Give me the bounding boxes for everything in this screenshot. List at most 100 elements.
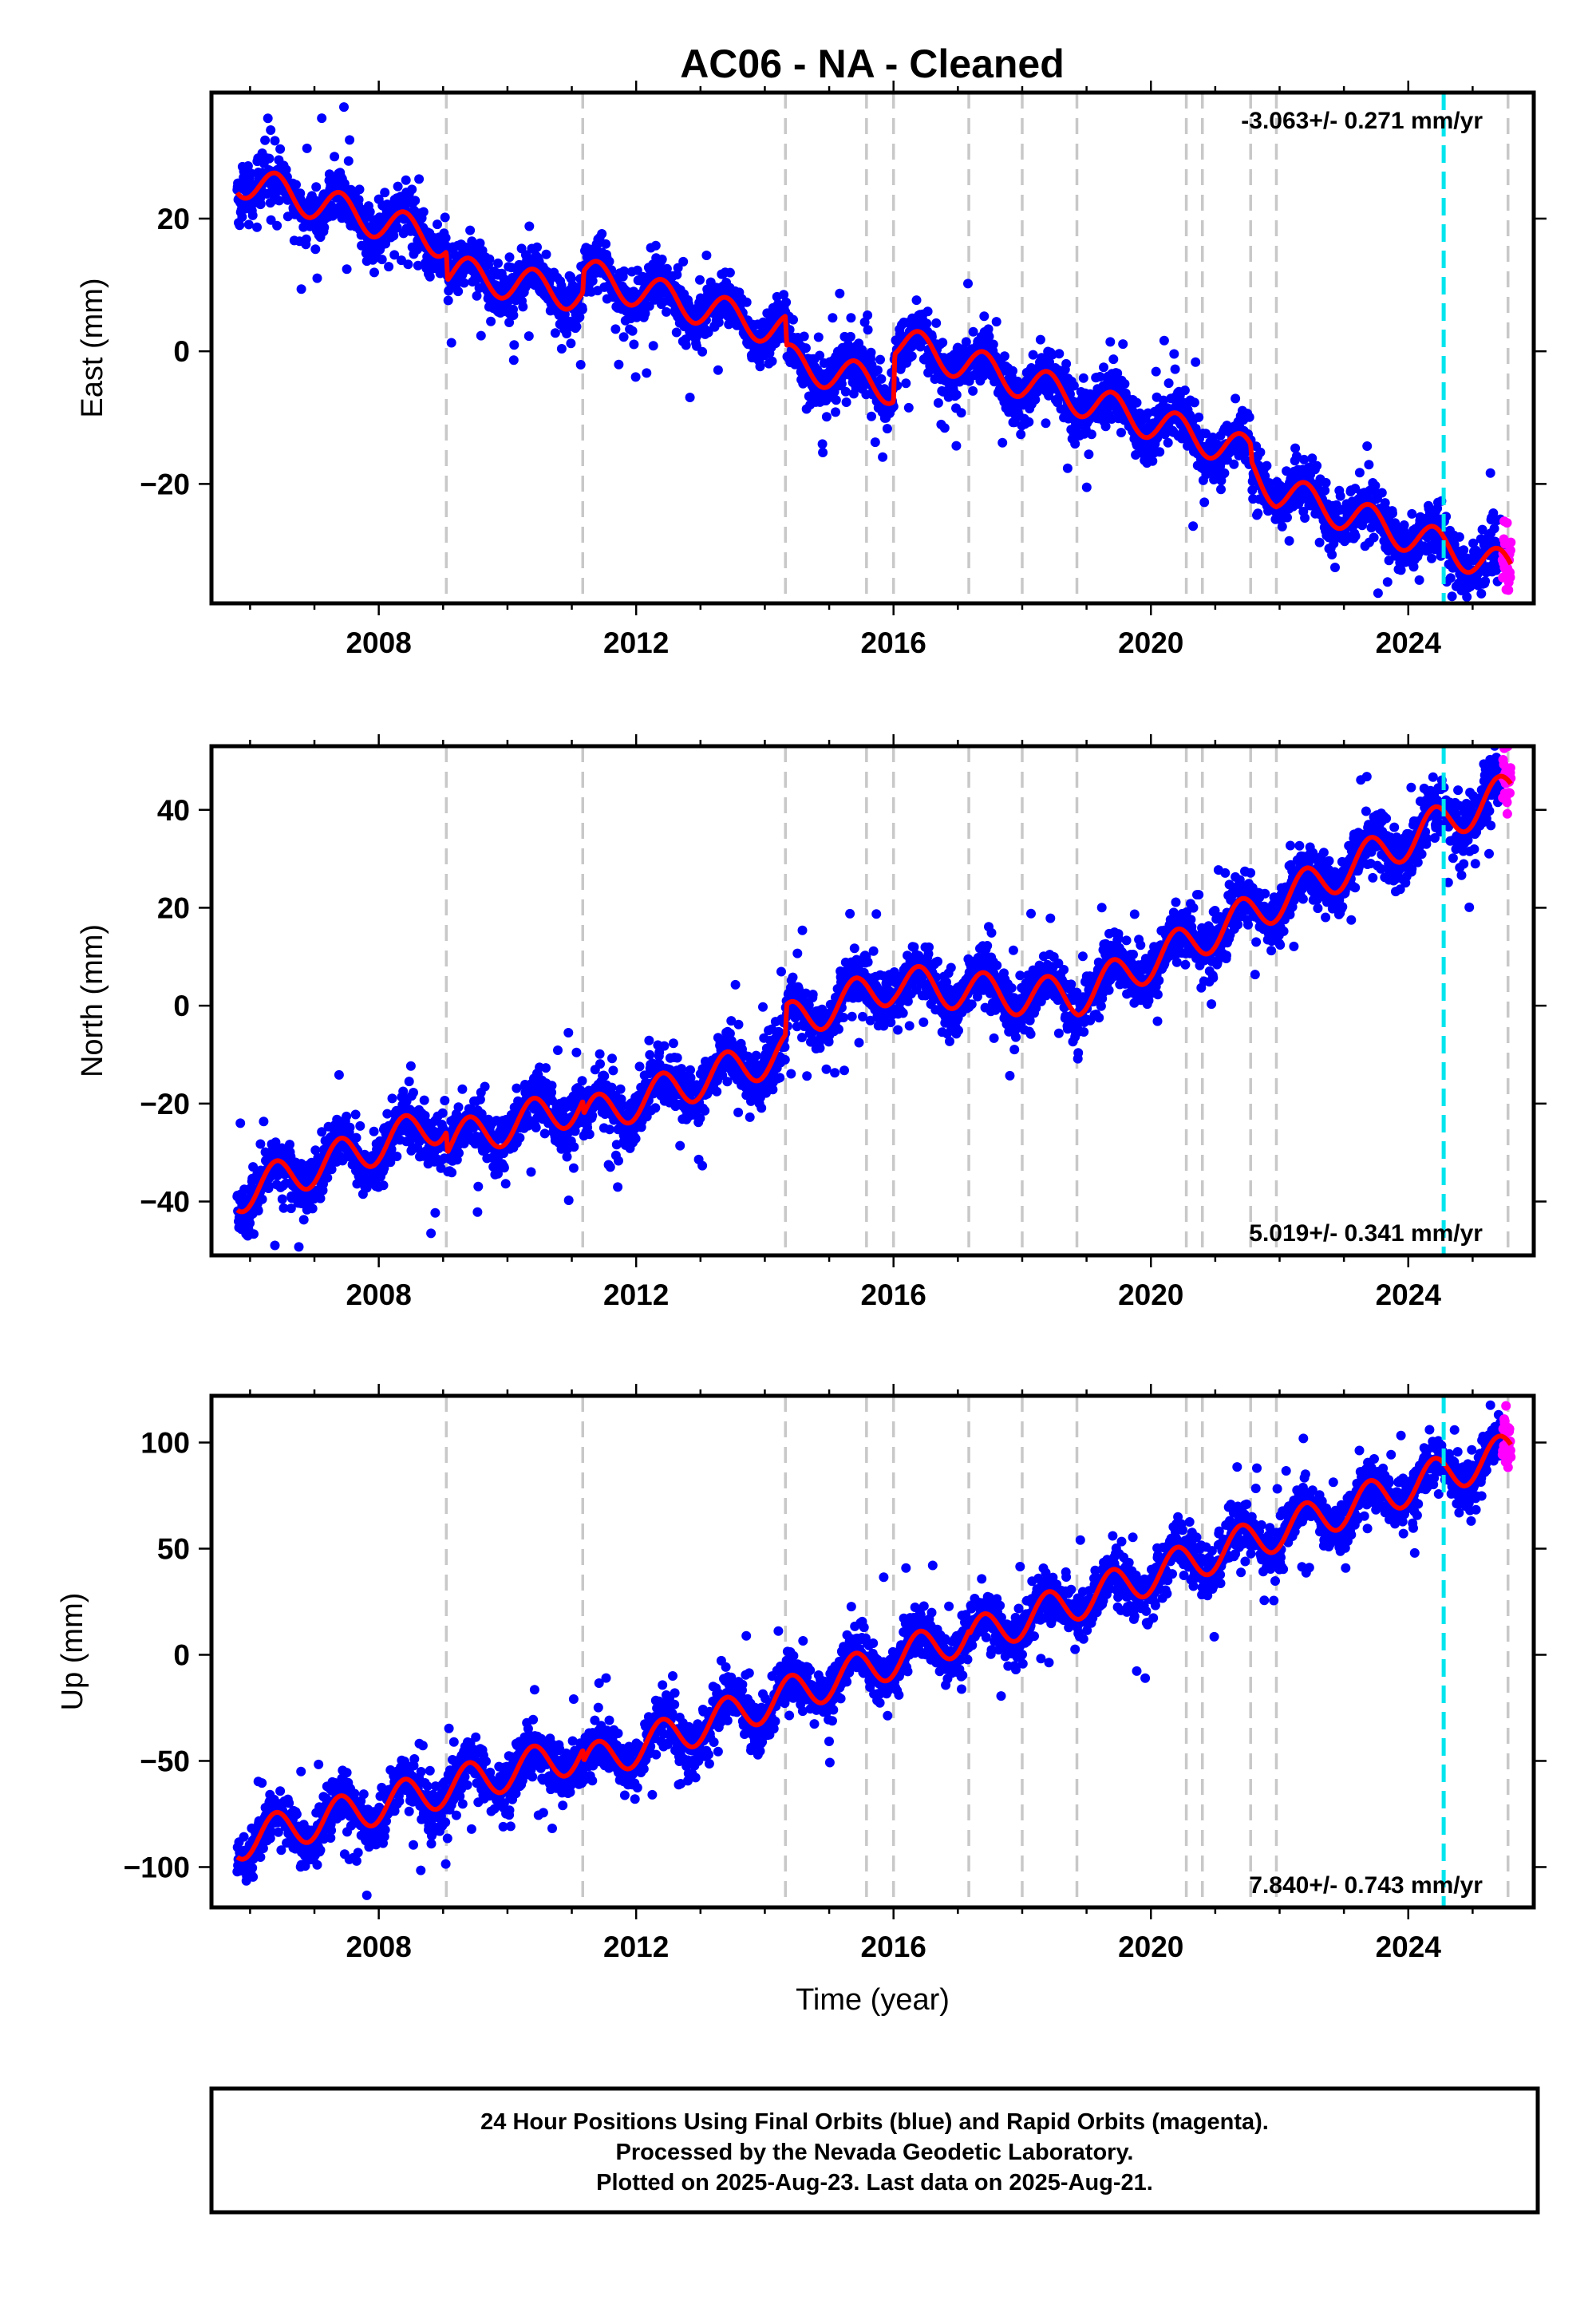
final-orbit-point — [307, 1203, 318, 1214]
final-orbit-point — [475, 238, 485, 248]
final-orbit-point — [1078, 373, 1088, 383]
final-orbit-point — [951, 441, 962, 451]
final-orbit-point — [998, 437, 1008, 448]
final-orbit-point — [302, 143, 312, 153]
final-orbit-point — [606, 1082, 617, 1093]
final-orbit-point — [343, 156, 354, 166]
final-orbit-point — [1061, 358, 1072, 369]
final-orbit-point — [846, 313, 856, 323]
final-orbit-point — [604, 256, 614, 267]
final-orbit-point — [1377, 488, 1387, 498]
x-tick-label: 2024 — [1376, 626, 1442, 659]
chart-title: AC06 - NA - Cleaned — [680, 41, 1065, 86]
final-orbit-point — [1148, 456, 1158, 466]
final-orbit-point — [878, 452, 888, 462]
final-orbit-point — [1188, 521, 1199, 532]
final-orbit-point — [1462, 592, 1472, 602]
final-orbit-point — [235, 220, 245, 231]
final-orbit-point — [440, 233, 451, 243]
final-orbit-point — [1312, 460, 1322, 471]
final-orbit-point — [781, 297, 792, 307]
final-orbit-point — [607, 1053, 617, 1064]
final-orbit-point — [550, 328, 560, 338]
final-orbit-point — [1299, 454, 1310, 464]
final-orbit-point — [1364, 460, 1374, 470]
final-orbit-point — [741, 297, 752, 307]
final-orbit-point — [499, 1163, 509, 1173]
final-orbit-point — [818, 448, 828, 457]
final-orbit-point — [319, 223, 330, 232]
final-orbit-point — [547, 1081, 557, 1091]
final-orbit-point — [597, 229, 607, 239]
final-orbit-point — [1163, 378, 1174, 389]
final-orbit-point — [613, 1182, 623, 1192]
final-orbit-point — [695, 275, 705, 285]
final-orbit-point — [409, 1088, 418, 1097]
final-orbit-point — [610, 324, 621, 334]
final-orbit-point — [457, 1084, 468, 1094]
final-orbit-point — [577, 1076, 587, 1086]
final-orbit-point — [595, 1049, 605, 1059]
final-orbit-point — [556, 280, 567, 290]
final-orbit-point — [907, 351, 917, 362]
final-orbit-point — [263, 113, 273, 124]
final-orbit-point — [645, 1049, 655, 1060]
final-orbit-point — [1414, 575, 1424, 585]
final-orbit-point — [245, 1218, 255, 1228]
final-orbit-point — [354, 184, 365, 195]
final-orbit-point — [648, 341, 658, 351]
final-orbit-point — [1086, 429, 1096, 440]
final-orbit-point — [1159, 335, 1169, 346]
final-orbit-point — [911, 295, 922, 306]
final-orbit-point — [526, 1167, 536, 1177]
y-axis-label: East (mm) — [76, 278, 109, 417]
final-orbit-point — [345, 1122, 355, 1132]
final-orbit-point — [1407, 508, 1417, 519]
final-orbit-point — [389, 231, 399, 241]
final-orbit-point — [614, 359, 624, 370]
rapid-orbit-point — [1502, 518, 1512, 528]
final-orbit-point — [277, 1194, 287, 1204]
y-tick-label: −20 — [140, 468, 190, 500]
final-orbit-point — [274, 196, 284, 206]
final-orbit-point — [650, 1103, 661, 1113]
final-orbit-point — [1489, 524, 1499, 534]
final-orbit-point — [841, 397, 851, 407]
final-orbit-point — [330, 152, 340, 162]
final-orbit-point — [263, 1184, 274, 1193]
final-orbit-point — [393, 181, 403, 192]
final-orbit-point — [1382, 577, 1393, 587]
final-orbit-point — [571, 322, 582, 332]
final-orbit-point — [403, 259, 413, 270]
final-orbit-point — [563, 1028, 574, 1037]
final-orbit-point — [249, 1229, 259, 1239]
final-orbit-point — [387, 1093, 397, 1104]
final-orbit-point — [991, 317, 1001, 327]
final-orbit-point — [504, 252, 515, 263]
final-orbit-point — [968, 385, 978, 396]
final-orbit-point — [755, 362, 765, 372]
final-orbit-point — [568, 1163, 579, 1173]
final-orbit-point — [243, 219, 254, 230]
final-orbit-point — [571, 1047, 582, 1057]
final-orbit-point — [933, 397, 943, 408]
final-orbit-point — [410, 196, 421, 206]
final-orbit-point — [472, 290, 482, 301]
final-orbit-point — [518, 302, 528, 312]
final-orbit-point — [840, 386, 851, 397]
final-orbit-point — [867, 411, 876, 421]
final-orbit-point — [377, 255, 387, 265]
final-orbit-point — [512, 1083, 522, 1093]
final-orbit-point — [380, 188, 390, 198]
final-orbit-point — [339, 102, 349, 113]
final-orbit-point — [437, 1108, 448, 1118]
final-orbit-point — [678, 256, 689, 267]
final-orbit-point — [355, 1120, 365, 1131]
final-orbit-point — [963, 279, 973, 289]
final-orbit-point — [1108, 354, 1119, 365]
final-orbit-point — [281, 164, 291, 175]
final-orbit-point — [465, 225, 476, 235]
final-orbit-point — [1132, 397, 1142, 408]
final-orbit-point — [1100, 421, 1111, 432]
